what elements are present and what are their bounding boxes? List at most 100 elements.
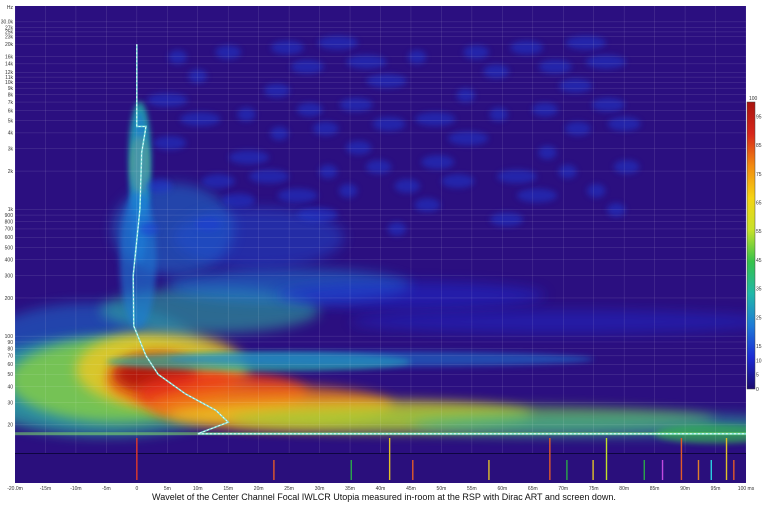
colorbar-top-label: 100 bbox=[749, 96, 758, 102]
y-tick-label: 3k bbox=[8, 147, 14, 153]
heat-blob bbox=[222, 193, 255, 207]
y-tick-label: 900 bbox=[5, 213, 14, 219]
y-tick-label: Hz bbox=[7, 5, 14, 11]
y-tick-label: 8k bbox=[8, 92, 14, 98]
heat-blob bbox=[346, 141, 372, 155]
y-tick-label: 100 bbox=[5, 334, 14, 340]
heat-blob bbox=[339, 184, 357, 198]
heat-blob bbox=[313, 122, 339, 136]
y-tick-label: 30 bbox=[7, 400, 13, 406]
heat-blob bbox=[586, 55, 626, 69]
y-tick-label: 12k bbox=[5, 70, 14, 76]
heat-blob bbox=[483, 64, 509, 78]
heat-blob bbox=[448, 131, 488, 145]
colorbar-tick-label: 10 bbox=[756, 358, 762, 364]
heat-blob bbox=[510, 41, 543, 55]
heat-blob bbox=[565, 122, 591, 136]
heat-blob bbox=[147, 179, 173, 193]
y-tick-label: 60 bbox=[7, 362, 13, 368]
colorbar-tick-label: 55 bbox=[756, 229, 762, 235]
heat-blob bbox=[270, 127, 288, 141]
colorbar-tick-label: 25 bbox=[756, 315, 762, 321]
heat-blob bbox=[366, 74, 406, 88]
heat-blob bbox=[558, 165, 576, 179]
heat-blob bbox=[180, 112, 220, 126]
heat-blob bbox=[490, 107, 508, 121]
heat-blob bbox=[566, 36, 606, 50]
y-tick-label: 500 bbox=[5, 245, 14, 251]
heat-blob bbox=[169, 50, 187, 64]
heat-blob bbox=[457, 88, 475, 102]
colorbar-tick-label: 45 bbox=[756, 258, 762, 264]
y-tick-label: 600 bbox=[5, 235, 14, 241]
heat-blob bbox=[408, 50, 426, 64]
y-tick-label: 6k bbox=[8, 108, 14, 114]
heat-blob bbox=[463, 45, 489, 59]
heat-blob bbox=[587, 184, 605, 198]
heat-blob bbox=[237, 107, 255, 121]
colorbar-tick-label: 35 bbox=[756, 287, 762, 293]
heat-blob bbox=[249, 170, 289, 184]
y-tick-label: 27k bbox=[5, 25, 14, 31]
y-tick-label: 5k bbox=[8, 118, 14, 124]
heat-blob bbox=[421, 155, 454, 169]
heat-blob bbox=[592, 98, 625, 112]
heat-blob bbox=[415, 198, 441, 212]
y-tick-label: 7k bbox=[8, 100, 14, 106]
y-tick-label: 30.0k bbox=[1, 20, 14, 26]
heat-blob bbox=[350, 310, 768, 333]
heat-blob bbox=[517, 189, 557, 203]
colorbar-tick-label: 15 bbox=[756, 344, 762, 350]
heat-blob bbox=[340, 98, 373, 112]
heat-blob bbox=[264, 84, 290, 98]
y-tick-label: 2k bbox=[8, 169, 14, 175]
y-tick-label: 40 bbox=[7, 384, 13, 390]
heat-blob bbox=[614, 160, 640, 174]
heat-blob bbox=[278, 189, 318, 203]
y-tick-label: 300 bbox=[5, 273, 14, 279]
y-tick-label: 20k bbox=[5, 42, 14, 48]
heat-blob bbox=[441, 174, 474, 188]
colorbar: 0 5 10 15 25 35 45 55 65 75 85 95 100 bbox=[747, 96, 762, 393]
chart-caption: Wavelet of the Center Channel Focal IWLC… bbox=[0, 492, 768, 502]
colorbar-tick-label: 65 bbox=[756, 200, 762, 206]
heat-blob bbox=[559, 79, 592, 93]
heat-blob bbox=[291, 60, 324, 74]
y-tick-label: 800 bbox=[5, 219, 14, 225]
heat-blob bbox=[490, 213, 523, 227]
y-tick-label: 90 bbox=[7, 340, 13, 346]
y-tick-label: 700 bbox=[5, 227, 14, 233]
y-tick-label: 10k bbox=[5, 80, 14, 86]
colorbar-tick-label: 95 bbox=[756, 114, 762, 120]
colorbar-tick-label: 5 bbox=[756, 373, 759, 379]
heat-blob bbox=[607, 203, 625, 217]
heat-blob bbox=[319, 165, 337, 179]
heat-blob bbox=[415, 112, 455, 126]
y-tick-label: 50 bbox=[7, 372, 13, 378]
heat-blob bbox=[539, 60, 572, 74]
y-tick-label: 1k bbox=[8, 207, 14, 213]
y-tick-label: 20 bbox=[7, 423, 13, 429]
colorbar-tick-label: 0 bbox=[756, 387, 759, 393]
heat-blob bbox=[318, 36, 358, 50]
y-tick-label: 70 bbox=[7, 354, 13, 360]
heat-blob bbox=[538, 146, 556, 160]
heat-blob bbox=[497, 170, 537, 184]
y-tick-label: 14k bbox=[5, 62, 14, 68]
colorbar-tick-label: 85 bbox=[756, 143, 762, 149]
heat-blob bbox=[153, 136, 186, 150]
colorbar-tick-label: 75 bbox=[756, 172, 762, 178]
event-marker-strip bbox=[15, 453, 746, 483]
heat-blob bbox=[366, 160, 392, 174]
heat-blob bbox=[229, 150, 269, 164]
y-tick-label: 9k bbox=[8, 86, 14, 92]
y-tick-label: 200 bbox=[5, 296, 14, 302]
y-tick-label: 400 bbox=[5, 258, 14, 264]
heat-blob bbox=[532, 103, 558, 117]
y-tick-label: 16k bbox=[5, 54, 14, 60]
heat-blob bbox=[271, 41, 304, 55]
colorbar-ticks: 0 5 10 15 25 35 45 55 65 75 85 95 bbox=[756, 114, 762, 393]
heat-blob bbox=[395, 179, 421, 193]
